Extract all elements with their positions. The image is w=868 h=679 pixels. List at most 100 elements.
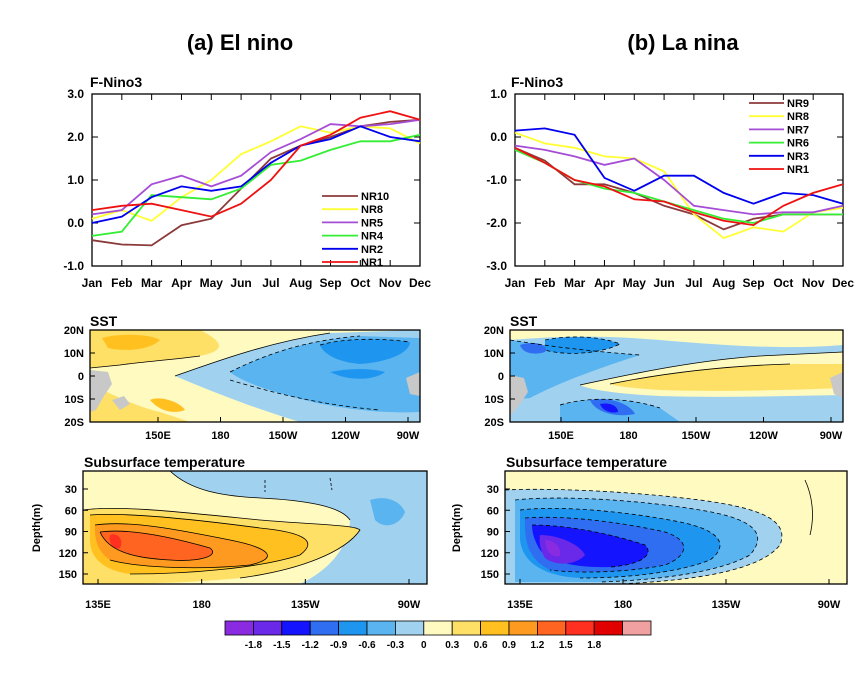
- lat-tick-label: 10N: [64, 348, 84, 360]
- x-tick-label: Oct: [773, 276, 793, 290]
- x-tick-label: Apr: [594, 276, 615, 290]
- series-line-nr1: [91, 110, 421, 218]
- lon-tick-label: 135E: [507, 599, 533, 611]
- colorbar-label: -0.3: [387, 640, 405, 651]
- colorbar-label: 0.3: [445, 640, 459, 651]
- legend-label: NR1: [361, 257, 383, 269]
- depth-tick-label: 30: [487, 484, 499, 496]
- y-tick-label: 0.0: [490, 130, 507, 144]
- x-tick-label: Aug: [712, 276, 735, 290]
- lat-tick-label: 0: [78, 371, 84, 383]
- lon-tick-label: 120W: [331, 430, 360, 442]
- lon-tick-label: 90W: [820, 430, 843, 442]
- series-line-nr7: [514, 144, 844, 216]
- legend-label: NR9: [787, 98, 809, 110]
- x-tick-label: Jul: [262, 276, 279, 290]
- sst-map-b-title: SST: [510, 313, 538, 329]
- depth-tick-label: 90: [487, 527, 499, 539]
- x-tick-label: Oct: [350, 276, 370, 290]
- legend-label: NR8: [361, 204, 383, 216]
- x-tick-label: Feb: [534, 276, 555, 290]
- y-tick-label: 1.0: [67, 173, 84, 187]
- lon-tick-label: 150E: [548, 430, 574, 442]
- lon-tick-label: 180: [619, 430, 637, 442]
- legend-label: NR5: [361, 217, 383, 229]
- lat-tick-label: 20N: [64, 325, 84, 337]
- x-tick-label: Nov: [379, 276, 402, 290]
- x-tick-label: Feb: [111, 276, 132, 290]
- legend-label: NR7: [787, 124, 809, 136]
- lon-tick-label: 135W: [712, 599, 741, 611]
- y-tick-label: 3.0: [67, 87, 84, 101]
- series-line-nr2: [91, 125, 421, 224]
- colorbar-label: -1.8: [245, 640, 263, 651]
- panel-b-title: (b) La nina: [627, 30, 739, 55]
- colorbar-box: [366, 620, 396, 636]
- colorbar-box: [309, 620, 340, 636]
- lat-tick-label: 10S: [64, 394, 84, 406]
- colorbar-label: -0.6: [358, 640, 376, 651]
- legend-label: NR8: [787, 111, 809, 123]
- subsurface-a-ylabel: Depth(m): [31, 504, 43, 553]
- lon-tick-label: 180: [211, 430, 229, 442]
- x-tick-label: Dec: [832, 276, 854, 290]
- line-chart-a-title: F-Nino3: [90, 74, 142, 90]
- legend-label: NR3: [787, 151, 809, 163]
- colorbar-label: 0: [421, 640, 427, 651]
- depth-tick-label: 120: [59, 548, 77, 560]
- colorbar-label: 0.6: [474, 640, 488, 651]
- x-tick-label: Jul: [685, 276, 702, 290]
- y-tick-label: -2.0: [486, 216, 507, 230]
- lon-tick-label: 180: [192, 599, 210, 611]
- colorbar-label: 1.8: [587, 640, 601, 651]
- lon-tick-label: 135E: [85, 599, 111, 611]
- depth-tick-label: 60: [487, 505, 499, 517]
- y-tick-label: -3.0: [486, 259, 507, 273]
- colorbar-box: [480, 620, 510, 636]
- sst-map-b: SST 20N 10N 0 10S 20S 150E 180 150W 120W 90W: [484, 313, 844, 442]
- series-line-nr5: [91, 118, 421, 216]
- depth-tick-label: 30: [65, 484, 77, 496]
- y-tick-label: 2.0: [67, 130, 84, 144]
- x-tick-label: Jan: [82, 276, 103, 290]
- lon-tick-label: 90W: [818, 599, 841, 611]
- x-tick-label: Sep: [743, 276, 765, 290]
- lon-tick-label: 120W: [749, 430, 778, 442]
- lat-tick-label: 20S: [64, 417, 84, 429]
- depth-tick-label: 150: [481, 569, 499, 581]
- colorbar-box: [593, 620, 624, 636]
- colorbar-label: -1.2: [302, 640, 320, 651]
- depth-tick-label: 120: [481, 548, 499, 560]
- x-tick-label: Mar: [141, 276, 163, 290]
- subsurface-a: Subsurface temperature Depth(m) 30 60 90 12…: [31, 454, 428, 611]
- lat-tick-label: 10S: [484, 394, 504, 406]
- legend-label: NR2: [361, 244, 383, 256]
- legend-label: NR10: [361, 191, 389, 203]
- x-tick-label: May: [200, 276, 224, 290]
- lon-tick-label: 180: [614, 599, 632, 611]
- colorbar-box: [394, 620, 425, 636]
- lon-tick-label: 150W: [682, 430, 711, 442]
- subsurface-a-title: Subsurface temperature: [84, 454, 245, 470]
- colorbar-box: [565, 620, 595, 636]
- x-tick-label: Aug: [289, 276, 312, 290]
- colorbar-box: [622, 620, 652, 636]
- x-tick-label: Sep: [320, 276, 342, 290]
- lon-tick-label: 135W: [291, 599, 320, 611]
- colorbar-label: 0.9: [502, 640, 516, 651]
- subsurface-a-frame: [82, 470, 428, 585]
- series-line-nr3: [514, 127, 844, 205]
- colorbar-label: 1.5: [559, 640, 573, 651]
- colorbar-box: [338, 620, 368, 636]
- depth-tick-label: 150: [59, 569, 77, 581]
- panel-a-title: (a) El nino: [187, 30, 293, 55]
- lon-tick-label: 90W: [397, 430, 420, 442]
- colorbar-box: [252, 620, 283, 636]
- series-line-nr1: [514, 146, 844, 227]
- lon-tick-label: 150E: [145, 430, 171, 442]
- sst-map-a-title: SST: [90, 313, 118, 329]
- x-tick-label: Dec: [409, 276, 431, 290]
- x-tick-label: May: [623, 276, 647, 290]
- colorbar-box: [537, 620, 567, 636]
